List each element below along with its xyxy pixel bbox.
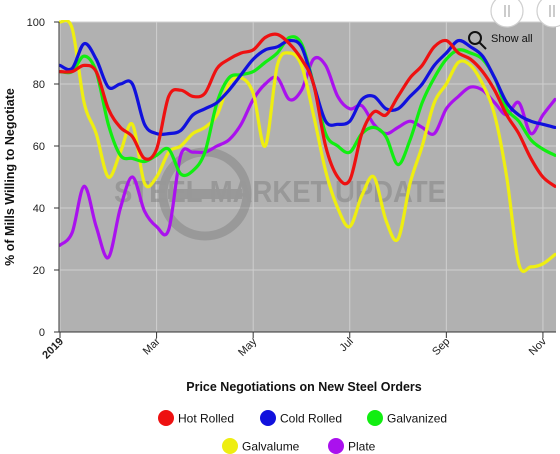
x-axis-title: Price Negotiations on New Steel Orders [186,380,422,394]
legend-marker-cold-rolled [260,410,276,426]
y-tick-label: 60 [33,141,45,153]
legend-marker-hot-rolled [158,410,174,426]
legend-item-hot-rolled: Hot Rolled [158,410,234,426]
y-tick-label: 20 [33,265,45,277]
scroll-handle-right[interactable] [536,0,560,28]
show-all-label[interactable]: Show all [491,33,533,45]
legend-label-hot-rolled: Hot Rolled [178,412,234,426]
legend-item-galvanized: Galvanized [367,410,447,426]
y-tick-label: 40 [33,203,45,215]
y-tick-label: 80 [33,79,45,91]
legend-label-galvalume: Galvalume [242,440,300,454]
y-tick-label: 100 [27,17,45,29]
legend-item-galvalume: Galvalume [222,438,300,454]
legend-marker-galvalume [222,438,238,454]
series-line-galvalume [59,20,556,273]
scroll-handle-left[interactable] [490,0,524,28]
legend-marker-galvanized [367,410,383,426]
handle-left-circle[interactable] [490,0,524,28]
legend: Hot Rolled Cold Rolled Galvanized Galvalume… [158,410,447,454]
series-line-cold-rolled [59,38,556,137]
zoom-out-icon-handle [478,41,487,50]
legend-marker-plate [328,438,344,454]
legend-label-cold-rolled: Cold Rolled [280,412,342,426]
series-line-plate [59,55,556,260]
legend-label-galvanized: Galvanized [387,412,447,426]
series-line-hot-rolled [59,32,556,188]
zoom-out-icon[interactable] [468,31,482,45]
legend-label-plate: Plate [348,440,376,454]
legend-item-plate: Plate [328,438,376,454]
watermark: STEEL MARKET UPDATE [114,147,446,241]
watermark-logo-bar [168,189,242,199]
series-group [59,20,556,273]
watermark-text: STEEL MARKET UPDATE [114,174,446,209]
legend-item-cold-rolled: Cold Rolled [260,410,342,426]
y-tick-label: 0 [39,327,45,339]
show-all-button[interactable]: Show all [468,31,533,50]
y-axis-title: % of Mills Willing to Negotiate [3,88,17,266]
